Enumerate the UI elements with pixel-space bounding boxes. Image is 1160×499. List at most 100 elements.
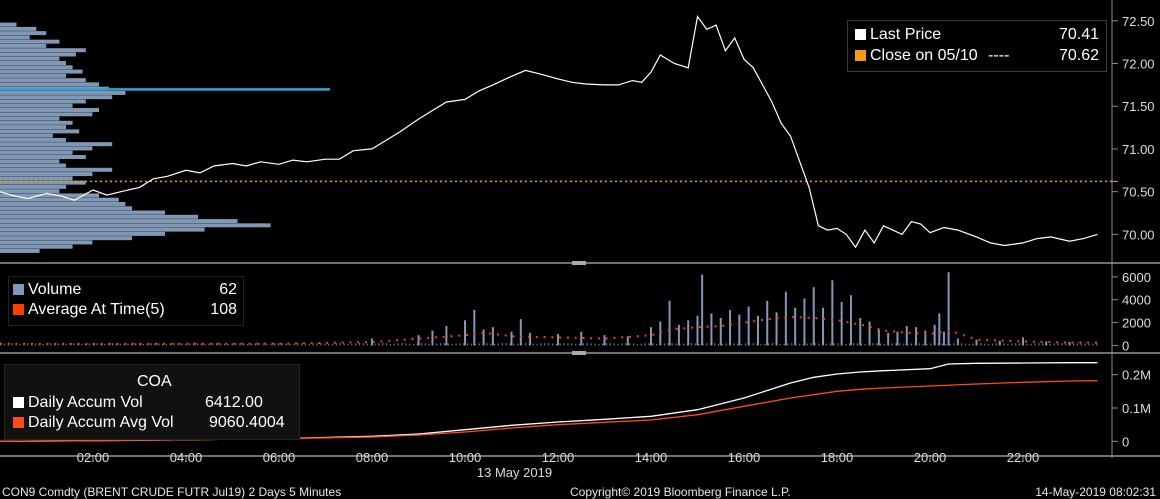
avg-at-time-marker xyxy=(380,340,383,343)
volume-bar xyxy=(998,340,1001,346)
avg-at-time-marker xyxy=(388,339,391,342)
volume-bar-minor xyxy=(768,343,770,346)
volume-bar-minor xyxy=(957,343,959,346)
avg-at-time-marker xyxy=(201,342,204,345)
volume-bar xyxy=(417,335,420,346)
last-price-line xyxy=(0,15,1098,249)
avg-at-time-marker xyxy=(551,336,554,339)
volume-bar-minor xyxy=(88,343,90,346)
avg-at-time-marker xyxy=(629,335,632,338)
close-dashes: ---- xyxy=(988,47,1010,64)
volume-bar-minor xyxy=(312,343,314,346)
avg-at-time-marker xyxy=(1001,339,1004,342)
price-y-tick-label: 71.00 xyxy=(1122,142,1155,157)
daily-accum-label: Daily Accum Vol xyxy=(28,394,143,411)
volume-bar-minor xyxy=(667,343,669,346)
volume-bar-minor xyxy=(683,343,685,346)
volume-bar-minor xyxy=(100,343,102,346)
avg-at-time-marker xyxy=(792,315,795,318)
avg-at-time-marker xyxy=(1025,340,1028,343)
volume-bar-minor xyxy=(744,343,747,346)
price-y-tick-label: 70.50 xyxy=(1122,185,1155,200)
avg-at-time-marker xyxy=(77,343,80,346)
avg-at-time-marker xyxy=(450,335,453,338)
volume-bar xyxy=(887,332,890,346)
profile-bar xyxy=(0,129,80,134)
daily-accum-avg-line xyxy=(0,380,1098,442)
volume-bar xyxy=(677,324,680,346)
volume-bar-minor xyxy=(497,343,500,346)
panel-splitter-grip-0 xyxy=(572,261,586,265)
avg-at-time-marker xyxy=(962,334,965,337)
profile-bar xyxy=(0,112,93,117)
avg-at-time-marker xyxy=(271,342,274,345)
avg-at-time-marker xyxy=(566,336,569,339)
volume-bar-minor xyxy=(119,343,121,346)
volume-bar xyxy=(747,306,750,346)
volume-bar-minor xyxy=(528,343,530,346)
avg-accum-value: 9060.4004 xyxy=(209,414,285,431)
legend-daily-accum: Daily Accum Vol xyxy=(13,394,143,412)
volume-bar-minor xyxy=(968,343,970,346)
volume-bar-minor xyxy=(540,343,542,346)
avg-at-time-marker xyxy=(931,332,934,335)
volume-bar-minor xyxy=(706,343,708,346)
volume-bar-minor xyxy=(73,343,75,346)
profile-bar xyxy=(0,176,73,181)
volume-bar-minor xyxy=(274,343,276,346)
avg-at-time-marker xyxy=(846,321,849,324)
footer-timestamp: 14-May-2019 08:02:31 xyxy=(1035,485,1156,499)
volume-bar-minor xyxy=(694,343,696,346)
volume-bar-minor xyxy=(690,343,693,346)
volume-bar-minor xyxy=(131,343,133,346)
footer-copyright: Copyright© 2019 Bloomberg Finance L.P. xyxy=(570,485,791,499)
volume-bar-minor xyxy=(316,343,318,346)
volume-bar-minor xyxy=(575,343,577,346)
volume-value: 62 xyxy=(219,281,237,298)
avg-at-time-marker xyxy=(1079,341,1082,344)
avg-at-time-marker xyxy=(504,334,507,337)
avg-at-time-marker xyxy=(543,336,546,339)
volume-bar-minor xyxy=(115,343,117,346)
x-tick-label: 08:00 xyxy=(356,450,389,465)
avg-at-time-marker xyxy=(597,337,600,340)
volume-bar-minor xyxy=(281,343,283,346)
volume-bar-minor xyxy=(378,343,380,346)
volume-bar-minor xyxy=(995,343,997,346)
avg-at-time-marker xyxy=(861,324,864,327)
volume-bar-minor xyxy=(293,343,295,346)
volume-bar-minor xyxy=(737,343,739,346)
volume-bar-minor xyxy=(949,343,951,346)
volume-bar xyxy=(1022,337,1024,346)
profile-bar xyxy=(0,31,47,36)
volume-bar-minor xyxy=(189,343,191,346)
volume-bar-minor xyxy=(389,343,392,346)
avg-at-time-marker xyxy=(458,334,461,337)
price-y-tick-label: 72.00 xyxy=(1122,57,1155,72)
avg-at-time-marker xyxy=(590,337,593,340)
profile-bar xyxy=(0,184,66,189)
volume-bar-minor xyxy=(208,343,210,346)
volume-bar-minor xyxy=(517,343,519,346)
x-tick-label: 18:00 xyxy=(821,450,854,465)
volume-bar-minor xyxy=(548,343,550,346)
avg-at-time-marker xyxy=(1071,341,1074,344)
volume-bar-minor xyxy=(362,343,364,346)
volume-bar-minor xyxy=(980,343,982,346)
volume-bar-minor xyxy=(490,343,492,346)
profile-bar xyxy=(0,172,93,177)
volume-bar-minor xyxy=(196,343,199,346)
profile-bar xyxy=(0,189,60,194)
volume-bar-minor xyxy=(652,343,654,346)
profile-bar xyxy=(0,52,76,57)
avg-at-time-marker xyxy=(155,342,158,345)
volume-bar-minor xyxy=(401,343,403,346)
avg-at-time-marker xyxy=(186,342,189,345)
avg-at-time-marker xyxy=(528,335,531,338)
profile-bar xyxy=(0,90,126,95)
volume-bar-minor xyxy=(764,343,766,346)
volume-bar-minor xyxy=(135,343,137,346)
volume-bar-minor xyxy=(933,343,936,346)
volume-bar-minor xyxy=(748,343,750,346)
volume-bar-minor xyxy=(150,343,152,346)
